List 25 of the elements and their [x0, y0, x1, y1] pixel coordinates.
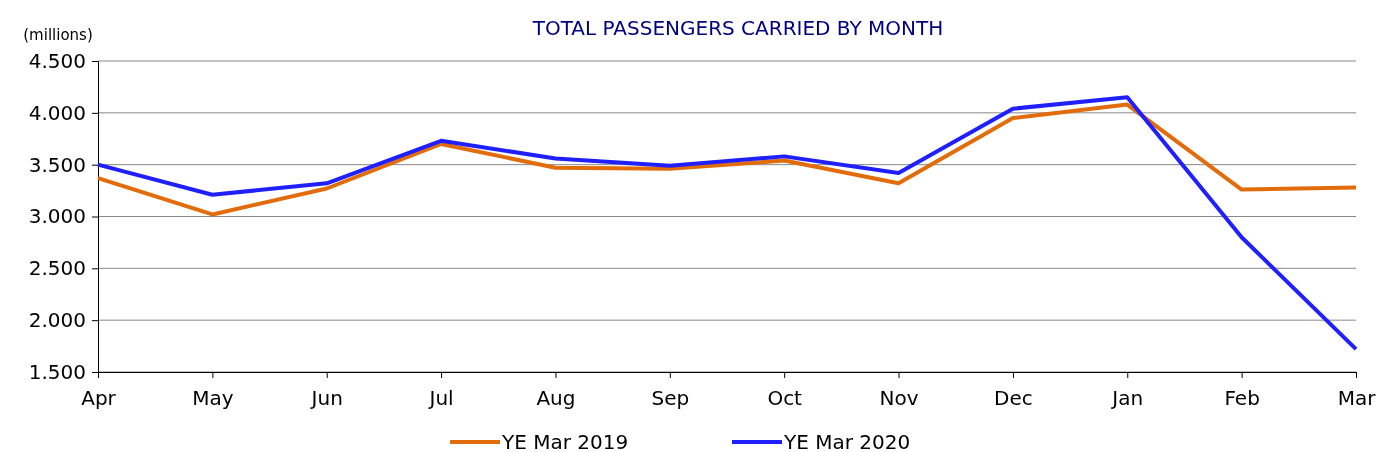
y-tick-label: 1.500 [28, 359, 86, 384]
legend-label: YE Mar 2020 [783, 430, 911, 452]
x-tick-label: Feb [1224, 386, 1260, 410]
x-tick-label: Oct [767, 386, 803, 410]
chart-title: TOTAL PASSENGERS CARRIED BY MONTH [531, 16, 944, 40]
y-axis-title: (millions) [23, 26, 93, 44]
y-tick-label: 4.000 [28, 100, 86, 125]
x-tick-label: Jul [427, 386, 454, 410]
legend-label: YE Mar 2019 [501, 430, 629, 452]
line-series [96, 102, 1358, 217]
x-tick-label: Apr [81, 386, 117, 410]
x-tick-label: Jun [309, 386, 343, 410]
line-series [96, 95, 1358, 352]
x-tick-label: Nov [879, 386, 919, 410]
y-tick-label: 2.500 [28, 256, 86, 281]
y-tick-label: 3.500 [28, 152, 86, 177]
y-tick-label: 2.000 [28, 308, 86, 333]
y-tick-label: 4.500 [28, 48, 86, 73]
x-tick-label: Sep [651, 386, 690, 410]
x-tick-label: Dec [994, 386, 1033, 410]
x-tick-label: Mar [1337, 386, 1377, 410]
x-tick-label: Aug [536, 386, 576, 410]
y-tick-label: 3.000 [28, 204, 86, 229]
x-tick-label: May [192, 386, 234, 410]
x-tick-label: Jan [1110, 386, 1144, 410]
